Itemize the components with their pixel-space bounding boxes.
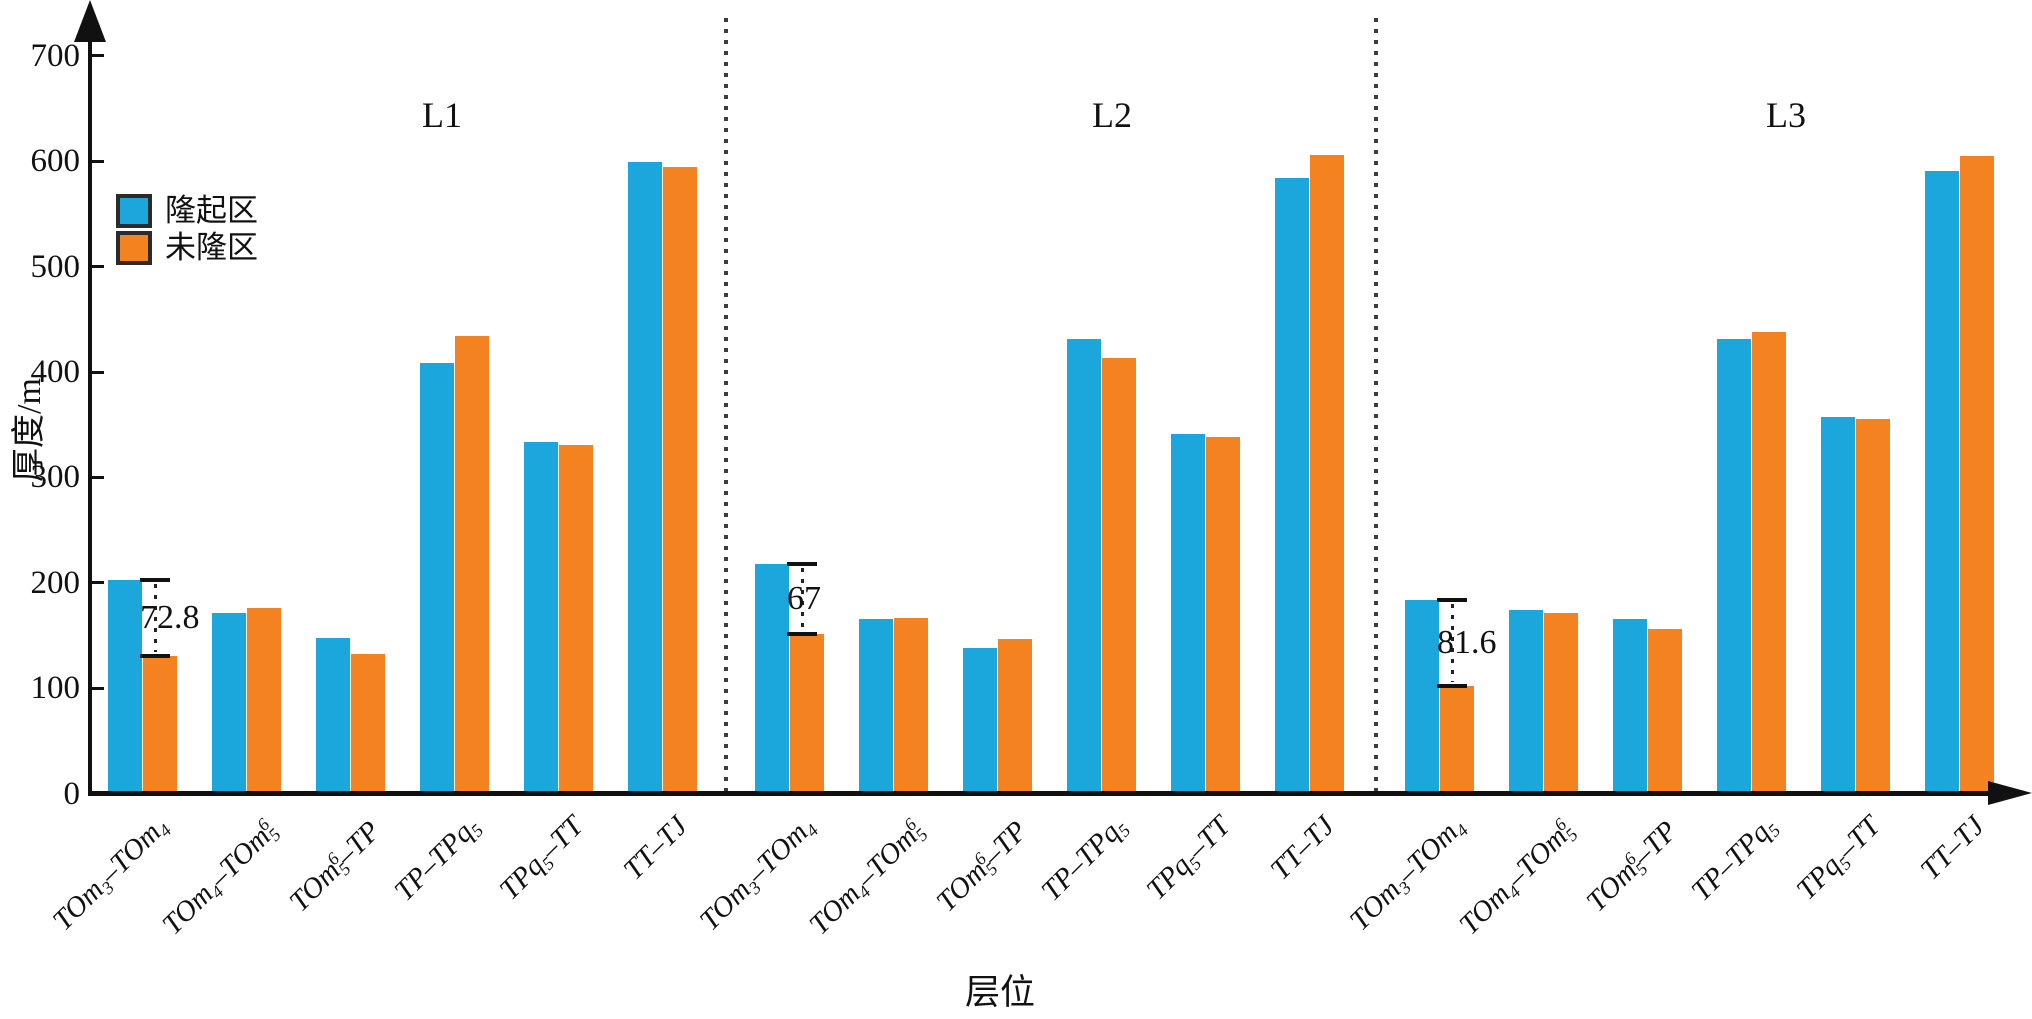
- annotation-l1-value: 72.8: [140, 598, 200, 636]
- bar-l1-cat3-non-uplift: [351, 654, 385, 794]
- y-tick-700: [92, 54, 104, 58]
- legend-item-non-uplift: 未隆区: [116, 229, 258, 266]
- y-tick-label-600: 600: [30, 143, 81, 180]
- y-tick-300: [92, 475, 104, 479]
- bar-l3-cat5-uplift: [1821, 417, 1855, 794]
- bar-l2-cat3-uplift: [963, 648, 997, 794]
- bar-l1-cat1-non-uplift: [143, 656, 177, 794]
- group-label-l2: L2: [1092, 95, 1132, 135]
- bar-l3-cat3-uplift: [1613, 618, 1647, 794]
- bar-l2-cat4-non-uplift: [1102, 358, 1136, 794]
- legend-swatch-non-uplift: [116, 230, 152, 265]
- bar-l3-cat2-non-uplift: [1544, 613, 1578, 794]
- bar-l1-cat2-non-uplift: [247, 608, 281, 794]
- group-label-l1: L1: [422, 95, 462, 135]
- annotation-l3-dotted-line: [1451, 603, 1454, 682]
- y-tick-label-500: 500: [30, 248, 81, 285]
- bar-l1-cat5-uplift: [524, 441, 558, 794]
- panel-divider-2: [1374, 18, 1378, 791]
- annotation-l2-value: 67: [787, 580, 821, 618]
- legend-swatch-uplift: [116, 193, 152, 228]
- y-tick-label-400: 400: [30, 354, 81, 391]
- bar-l3-cat5-non-uplift: [1856, 419, 1890, 794]
- bar-l2-cat6-non-uplift: [1310, 155, 1344, 794]
- legend: 隆起区 未隆区: [116, 192, 258, 266]
- bar-l3-cat4-uplift: [1717, 339, 1751, 794]
- annotation-l2-bracket-top: [787, 561, 817, 566]
- bar-l1-cat2-uplift: [212, 613, 246, 794]
- bar-l3-cat4-non-uplift: [1752, 332, 1786, 794]
- annotation-l2-dotted-line: [801, 567, 804, 631]
- bar-l2-cat3-non-uplift: [998, 638, 1032, 794]
- y-tick-100: [92, 686, 104, 690]
- bar-l1-cat3-uplift: [316, 637, 350, 794]
- x-axis-title: 层位: [964, 973, 1035, 1012]
- bar-l2-cat1-non-uplift: [790, 634, 824, 794]
- y-tick-200: [92, 581, 104, 585]
- y-tick-label-700: 700: [30, 37, 81, 74]
- annotation-l2-bracket-bottom: [787, 632, 817, 637]
- bar-l2-cat6-uplift: [1275, 178, 1309, 794]
- annotation-l1-dotted-line: [154, 583, 157, 653]
- annotation-l3-value: 81.6: [1437, 623, 1497, 661]
- y-tick-600: [92, 159, 104, 163]
- bar-l3-cat1-non-uplift: [1440, 685, 1474, 794]
- bar-l1-cat1-uplift: [108, 579, 142, 794]
- bar-l1-cat5-non-uplift: [559, 444, 593, 794]
- annotation-l3-bracket-top: [1437, 597, 1467, 602]
- annotation-l3-bracket-bottom: [1437, 683, 1467, 688]
- legend-item-uplift: 隆起区: [116, 192, 258, 229]
- y-tick-label-300: 300: [30, 459, 81, 496]
- annotation-l1-bracket-bottom: [140, 654, 170, 659]
- bar-l1-cat4-non-uplift: [455, 336, 489, 794]
- bar-l1-cat6-non-uplift: [663, 166, 697, 794]
- bar-l3-cat3-non-uplift: [1648, 629, 1682, 794]
- y-tick-label-200: 200: [30, 564, 81, 601]
- y-axis-arrow-icon: [74, 0, 106, 42]
- y-tick-label-100: 100: [30, 670, 81, 707]
- bar-l2-cat2-non-uplift: [894, 617, 928, 794]
- bar-l2-cat2-uplift: [859, 618, 893, 794]
- group-label-l3: L3: [1766, 95, 1806, 135]
- bar-l3-cat6-non-uplift: [1960, 156, 1994, 794]
- y-tick-400: [92, 370, 104, 374]
- bar-l2-cat5-non-uplift: [1206, 437, 1240, 794]
- y-tick-500: [92, 265, 104, 269]
- panel-divider-1: [724, 18, 728, 791]
- bar-l3-cat6-uplift: [1925, 170, 1959, 794]
- x-axis-arrow-icon: [1988, 781, 2032, 805]
- bar-l3-cat2-uplift: [1509, 610, 1543, 794]
- bar-l1-cat4-uplift: [420, 362, 454, 794]
- annotation-l1-bracket-top: [140, 577, 170, 582]
- y-axis-line: [88, 24, 92, 796]
- bar-l1-cat6-uplift: [628, 162, 662, 794]
- y-axis-title: 厚度/m: [11, 378, 48, 482]
- bar-l2-cat1-uplift: [755, 563, 789, 794]
- y-tick-label-0: 0: [63, 775, 81, 812]
- legend-label-uplift: 隆起区: [165, 192, 258, 228]
- bar-l3-cat1-uplift: [1405, 599, 1439, 794]
- bar-l2-cat5-uplift: [1171, 434, 1205, 794]
- bar-l2-cat4-uplift: [1067, 339, 1101, 794]
- x-axis-line: [88, 791, 2000, 796]
- legend-label-non-uplift: 未隆区: [165, 229, 258, 265]
